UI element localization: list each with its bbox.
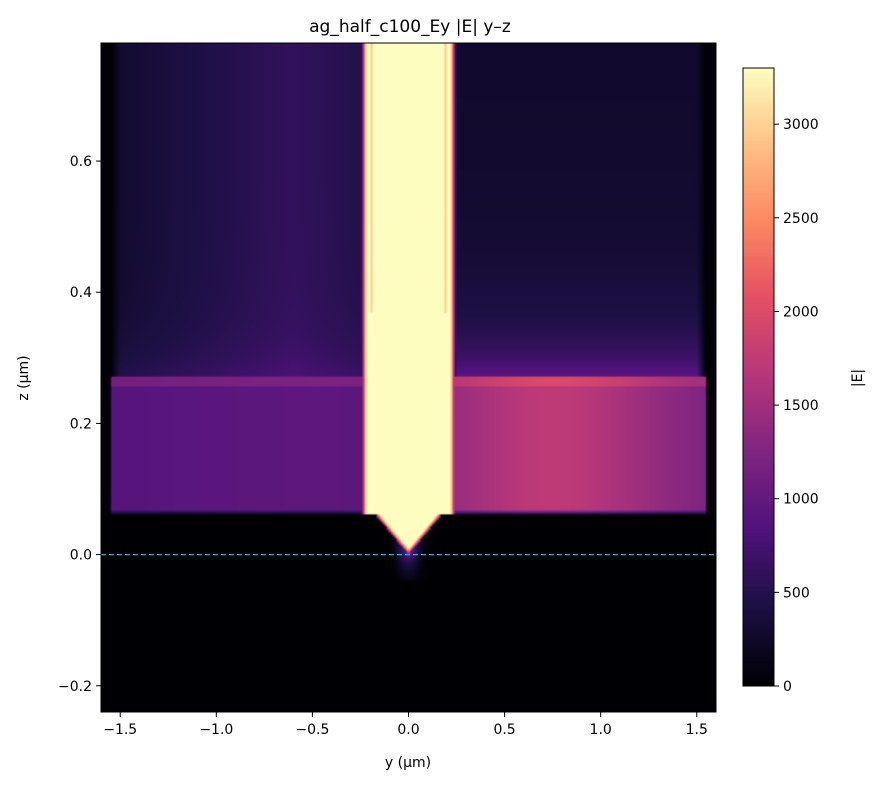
colorbar-tick-label: 1000 [783, 492, 819, 508]
x-tick-label: 0.5 [493, 722, 515, 738]
y-axis-label: z (µm) [16, 355, 32, 400]
x-tick-label: −1.5 [103, 722, 137, 738]
x-axis-label: y (µm) [385, 755, 431, 771]
y-tick-label: 0.0 [70, 548, 92, 564]
colorbar-tick-label: 500 [783, 585, 810, 601]
x-tick-label: 1.5 [686, 722, 708, 738]
x-tick-label: 1.0 [590, 722, 612, 738]
heatmap-plot [100, 42, 717, 713]
colorbar-tick-label: 2500 [783, 211, 819, 227]
y-tick-label: −0.2 [58, 679, 92, 695]
x-tick-label: −0.5 [295, 722, 329, 738]
x-axis: −1.5 −1.0 −0.5 0.0 0.5 1.0 1.5 [103, 712, 708, 738]
y-tick-label: 0.6 [70, 154, 92, 170]
y-axis: −0.2 0.0 0.2 0.4 0.6 [58, 154, 101, 695]
x-tick-label: 0.0 [397, 722, 419, 738]
colorbar-gradient [743, 68, 774, 686]
colorbar-tick-label: 2000 [783, 304, 819, 320]
x-tick-label: −1.0 [199, 722, 233, 738]
colorbar-ticks: 0 500 1000 1500 2000 2500 3000 [774, 117, 819, 695]
y-tick-label: 0.4 [70, 285, 92, 301]
colorbar-tick-label: 0 [783, 679, 792, 695]
field-heatmap [101, 43, 716, 712]
colorbar-label: |E| [850, 369, 866, 387]
colorbar-tick-label: 3000 [783, 117, 819, 133]
colorbar: 0 500 1000 1500 2000 2500 3000 |E| [742, 67, 866, 695]
colorbar-tick-label: 1500 [783, 398, 819, 414]
chart-title: ag_half_c100_Ey |E| y–z [309, 17, 511, 37]
y-tick-label: 0.2 [70, 416, 92, 432]
colorbar-frame [742, 67, 775, 687]
